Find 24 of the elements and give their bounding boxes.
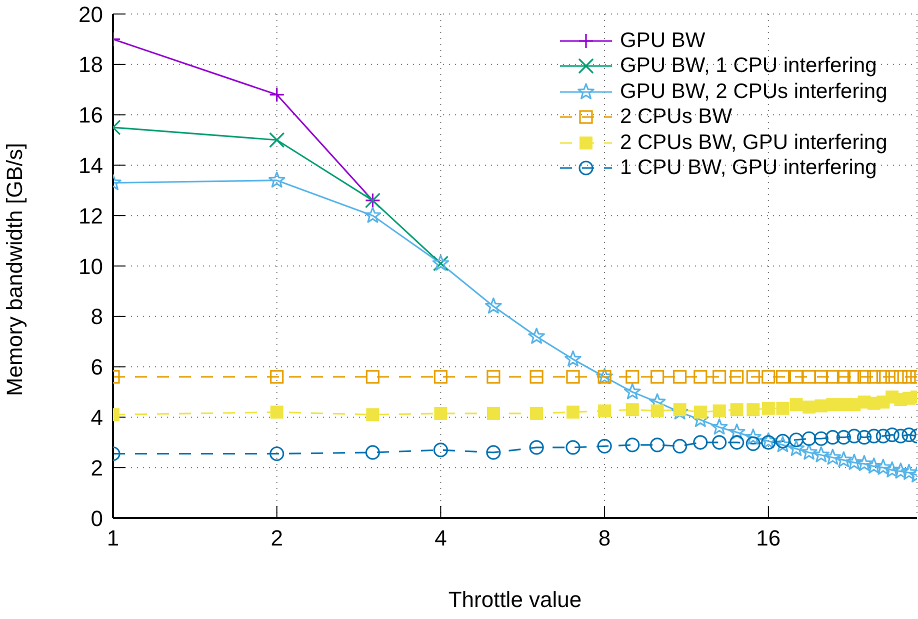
x-tick-label: 1 [106,526,120,551]
y-tick-label: 2 [90,455,103,480]
y-tick-label: 6 [90,354,103,380]
legend-label: 2 CPUs BW [620,105,732,130]
legend-label: GPU BW [620,28,706,53]
y-tick-label: 18 [78,52,103,78]
y-tick-label: 12 [78,203,103,228]
legend-label: GPU BW, 2 CPUs interfering [620,80,888,104]
x-tick-label: 16 [756,526,781,551]
y-tick-label: 4 [90,405,103,430]
y-tick-label: 20 [78,2,103,27]
y-tick-label: 0 [90,506,103,531]
y-tick-label: 16 [78,102,103,128]
x-tick-label: 2 [270,526,283,551]
legend-label: 2 CPUs BW, GPU interfering [620,130,888,155]
y-tick-label: 14 [78,153,103,178]
y-tick-label: 8 [90,304,103,330]
legend-label: GPU BW, 1 CPU interfering [620,54,877,78]
x-axis-title: Throttle value [448,587,582,612]
x-tick-label: 8 [598,526,611,551]
legend-label: 1 CPU BW, GPU interfering [620,156,877,180]
x-tick-label: 4 [434,526,447,551]
y-tick-label: 10 [78,254,103,279]
y-axis-title: Memory bandwidth [GB/s] [2,142,27,396]
